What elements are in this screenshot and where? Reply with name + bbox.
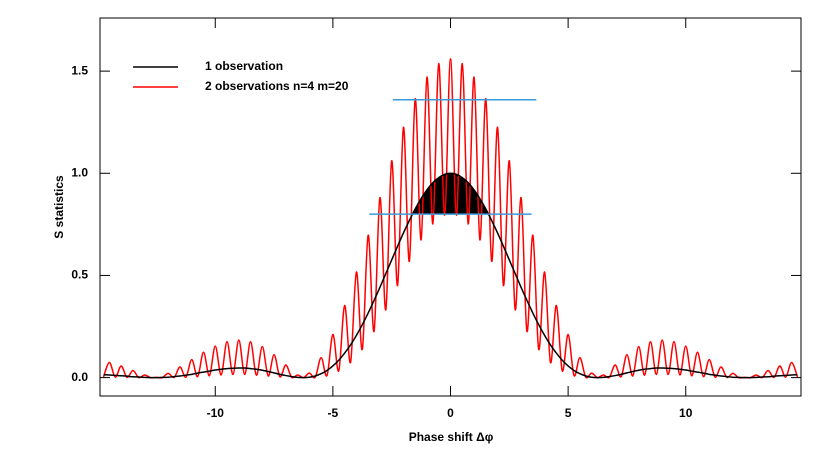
x-tick-label: -10 — [207, 406, 225, 420]
legend-label: 1 observation — [205, 59, 283, 73]
legend-label: 2 observations n=4 m=20 — [205, 79, 349, 93]
x-tick-label: 0 — [447, 406, 454, 420]
y-tick-label: 0.5 — [71, 268, 88, 282]
series-line — [103, 172, 798, 379]
shaded-area — [412, 173, 489, 215]
x-tick-label: 10 — [679, 406, 693, 420]
plot-area — [102, 58, 799, 379]
y-tick-label: 1.0 — [71, 165, 88, 179]
y-axis-label: S statistics — [52, 175, 66, 239]
y-tick-label: 0.0 — [71, 370, 88, 384]
y-tick-label: 1.5 — [71, 63, 88, 77]
x-tick-label: -5 — [328, 406, 339, 420]
series-line — [102, 58, 799, 379]
x-axis-label: Phase shift Δφ — [409, 430, 494, 444]
x-tick-label: 5 — [565, 406, 572, 420]
